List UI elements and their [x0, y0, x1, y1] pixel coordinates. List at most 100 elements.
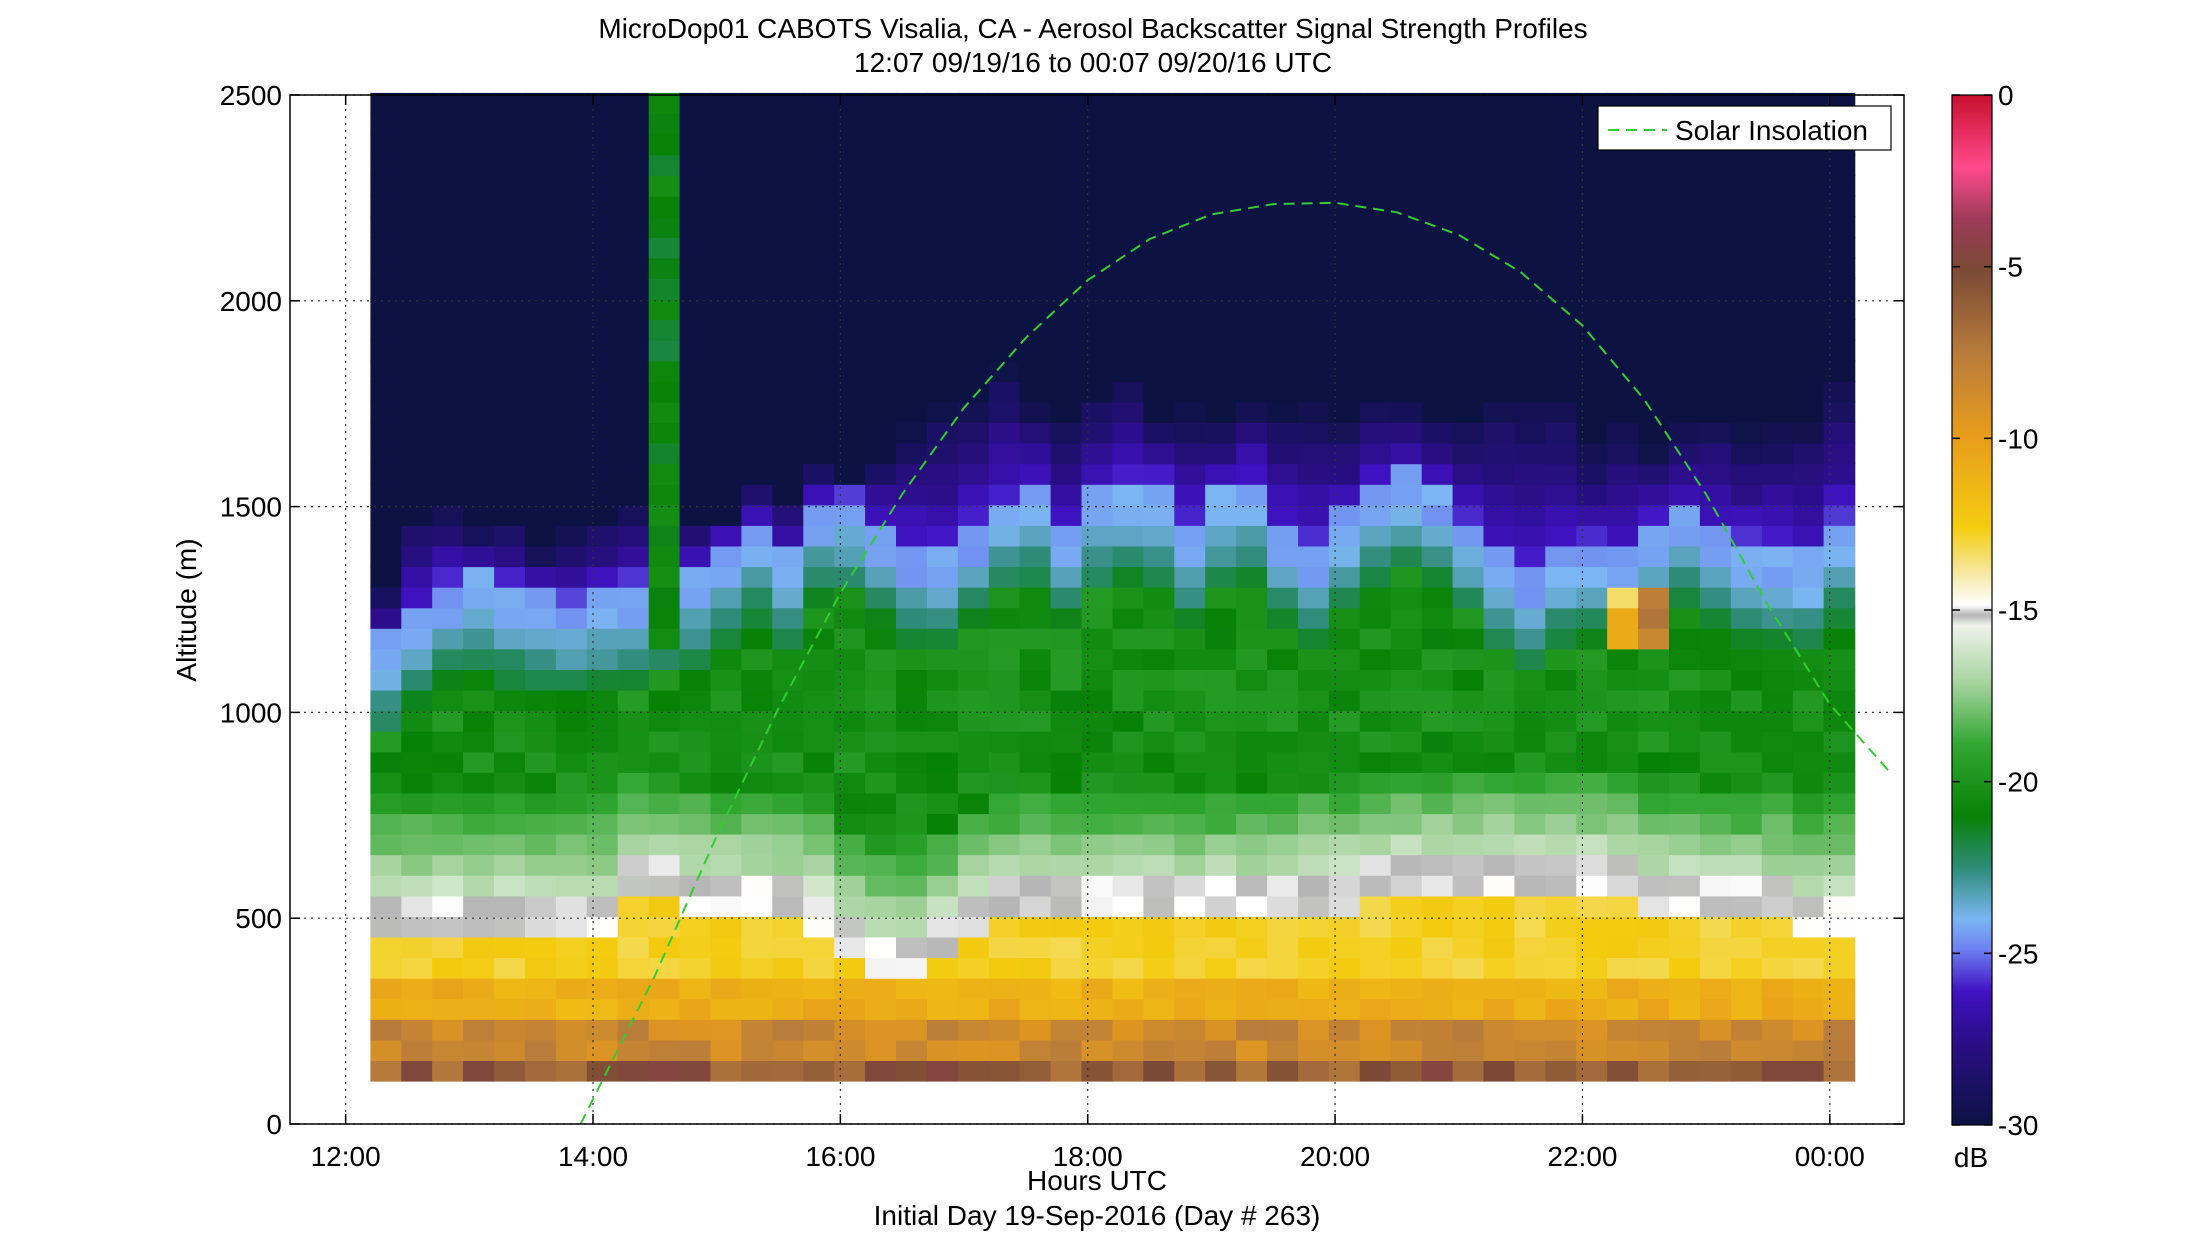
heatmap-cell [1452, 833, 1485, 856]
heatmap-cell [1112, 175, 1145, 197]
heatmap-cell [555, 319, 588, 341]
heatmap-cell [1390, 875, 1423, 897]
heatmap-cell [1699, 257, 1732, 279]
heatmap-cell [1174, 895, 1206, 917]
heatmap-cell [494, 586, 526, 609]
heatmap-cell [1545, 442, 1577, 465]
heatmap-cell [1823, 895, 1856, 917]
heatmap-cell [957, 751, 990, 773]
heatmap-cell [1823, 628, 1856, 650]
heatmap-cell [370, 875, 403, 897]
heatmap-cell [1328, 998, 1361, 1020]
heatmap-cell [1669, 875, 1701, 897]
heatmap-cell [1390, 772, 1423, 794]
heatmap-cell [988, 422, 1021, 444]
heatmap-cell [865, 298, 897, 321]
heatmap-cell [1236, 936, 1268, 959]
heatmap-cell [1174, 566, 1206, 588]
heatmap-cell [834, 319, 866, 341]
heatmap-cell [370, 319, 403, 341]
heatmap-cell [1267, 751, 1299, 773]
heatmap-cell [1298, 216, 1330, 238]
heatmap-cell [370, 463, 403, 485]
heatmap-cell [1298, 442, 1330, 465]
heatmap-cell [1823, 936, 1856, 959]
heatmap-cell [1359, 936, 1392, 959]
heatmap-cell [1514, 257, 1547, 279]
heatmap-cell [1514, 298, 1547, 321]
heatmap-cell [1669, 772, 1701, 794]
heatmap-cell [1730, 916, 1763, 938]
heatmap-cell [1050, 463, 1083, 485]
heatmap-cell [926, 401, 959, 423]
heatmap-cell [1452, 237, 1485, 259]
heatmap-cell [1545, 525, 1577, 547]
heatmap-cell [1576, 381, 1608, 403]
heatmap-cell [1452, 298, 1485, 321]
heatmap-cell [555, 339, 588, 362]
heatmap-cell [1267, 134, 1299, 156]
heatmap-cell [617, 957, 650, 979]
heatmap-cell [1483, 607, 1516, 629]
heatmap-cell [1514, 1039, 1547, 1061]
heatmap-cell [1143, 792, 1176, 815]
heatmap-cell [1267, 257, 1299, 279]
heatmap-cell [1298, 628, 1330, 650]
heatmap-cell [1267, 977, 1299, 1000]
heatmap-cell [1112, 566, 1145, 588]
heatmap-cell [1081, 545, 1114, 568]
heatmap-cell [648, 154, 681, 177]
heatmap-cell [1576, 237, 1608, 259]
heatmap-cell [1638, 566, 1670, 588]
heatmap-cell [772, 195, 804, 218]
heatmap-cell [1823, 216, 1856, 238]
heatmap-cell [1638, 154, 1670, 177]
heatmap-cell [741, 730, 774, 753]
heatmap-cell [988, 957, 1021, 979]
heatmap-cell [1359, 730, 1392, 753]
heatmap-cell [617, 154, 650, 177]
heatmap-cell [432, 319, 464, 341]
heatmap-cell [1607, 936, 1639, 959]
heatmap-cell [710, 216, 743, 238]
heatmap-cell [1236, 689, 1268, 712]
heatmap-cell [1638, 854, 1670, 876]
heatmap-cell [432, 504, 464, 526]
heatmap-cell [463, 134, 495, 156]
heatmap-cell [1205, 895, 1237, 917]
heatmap-cell [1112, 607, 1145, 629]
heatmap-cell [865, 278, 897, 300]
heatmap-cell [1112, 813, 1145, 835]
heatmap-cell [896, 422, 928, 444]
heatmap-cell [865, 545, 897, 568]
heatmap-cell [926, 175, 959, 197]
heatmap-cell [772, 257, 804, 279]
heatmap-cell [586, 854, 619, 876]
heatmap-cell [834, 360, 866, 382]
heatmap-cell [555, 257, 588, 279]
heatmap-cell [1359, 648, 1392, 670]
x-axis-label: Hours UTC [1027, 1165, 1167, 1196]
heatmap-cell [1452, 813, 1485, 835]
x-tick-label: 00:00 [1795, 1141, 1865, 1172]
heatmap-cell [1699, 463, 1732, 485]
heatmap-cell [586, 504, 619, 526]
heatmap-cell [1514, 154, 1547, 177]
heatmap-cell [1298, 360, 1330, 382]
heatmap-cell [401, 154, 433, 177]
heatmap-cell [1267, 833, 1299, 856]
heatmap-cell [494, 813, 526, 835]
heatmap-cell [1328, 381, 1361, 403]
heatmap-cell [926, 854, 959, 876]
heatmap-cell [432, 772, 464, 794]
heatmap-cell [679, 257, 712, 279]
heatmap-cell [1050, 586, 1083, 609]
heatmap-cell [772, 1060, 804, 1082]
heatmap-cell [988, 607, 1021, 629]
heatmap-cell [1730, 875, 1763, 897]
heatmap-cell [865, 833, 897, 856]
heatmap-cell [1328, 1060, 1361, 1082]
heatmap-cell [463, 319, 495, 341]
heatmap-cell [1576, 936, 1608, 959]
heatmap-cell [1452, 936, 1485, 959]
